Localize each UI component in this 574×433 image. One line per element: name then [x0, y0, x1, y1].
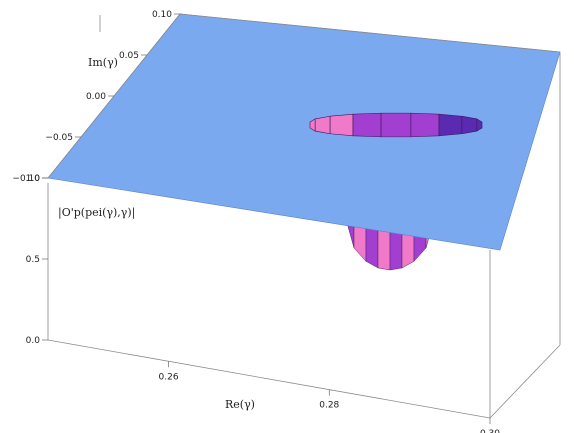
z-axis-ticks: 0.0 0.5 1.0 — [26, 174, 48, 346]
dip-opening-facet — [438, 113, 463, 137]
x-axis-label: Re(γ) — [225, 398, 255, 411]
y-axis-ticks: 0.10 0.05 0.00 −0.05 −0.10 — [12, 10, 180, 184]
surface-dip-upper — [309, 112, 483, 138]
y-tick-label: 0.00 — [86, 92, 106, 102]
dip-opening-facet — [352, 112, 382, 138]
x-tick-label: 0.26 — [159, 372, 179, 382]
dip-opening-facet — [461, 115, 478, 135]
x-tick-label: 0.30 — [480, 429, 500, 433]
dip-opening-facet — [329, 113, 354, 137]
y-tick-label: −0.10 — [12, 174, 40, 184]
x-tick-label: 0.28 — [319, 401, 339, 411]
dip-opening-facet — [380, 112, 412, 138]
dip-opening-facet — [314, 115, 331, 135]
y-tick-label: 0.10 — [152, 10, 172, 20]
z-tick-label: 0.0 — [26, 336, 41, 346]
bounding-box-back — [47, 13, 561, 419]
y-tick-label: −0.05 — [45, 133, 73, 143]
dip-opening-facet — [476, 118, 483, 132]
z-tick-label: 0.5 — [26, 255, 40, 265]
y-axis-label: Im(γ) — [88, 56, 118, 69]
dip-opening-facet — [410, 112, 440, 138]
x-axis-ticks: 0.26 0.28 0.30 — [159, 361, 500, 433]
z-axis-label: |O'p(pei(γ),γ)| — [58, 206, 135, 220]
z-tick-label: 1.0 — [26, 174, 41, 184]
y-tick-label: 0.05 — [119, 51, 139, 61]
